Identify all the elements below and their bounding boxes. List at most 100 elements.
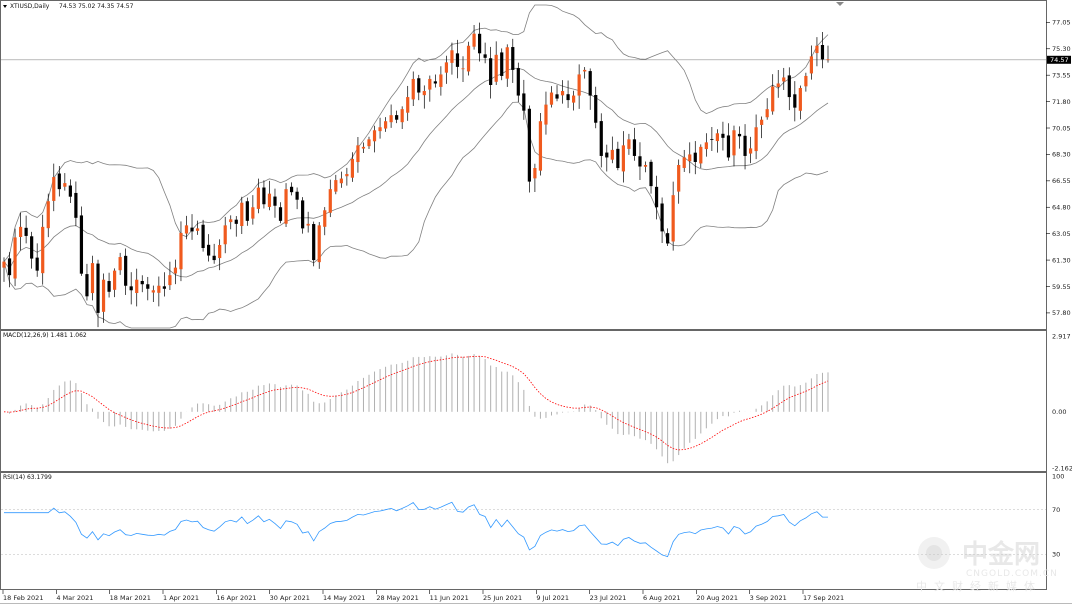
candle bbox=[24, 215, 28, 244]
candle bbox=[555, 85, 559, 102]
date-tick-label: 28 May 2021 bbox=[376, 594, 418, 602]
candle bbox=[450, 42, 454, 75]
date-tick-label: 23 Jul 2021 bbox=[590, 594, 627, 602]
chart-shift-marker-icon[interactable] bbox=[836, 2, 844, 6]
current-price-label: 74.57 bbox=[1050, 56, 1069, 64]
candle bbox=[649, 159, 653, 194]
candle bbox=[599, 113, 603, 168]
candle bbox=[594, 86, 598, 129]
candle bbox=[527, 105, 531, 193]
watermark-logo: 中金网 CNGOLD.COM.CN 中文财经新媒体 bbox=[916, 537, 1057, 593]
candle bbox=[721, 121, 725, 151]
candle bbox=[671, 181, 675, 251]
candle bbox=[605, 144, 609, 172]
candle bbox=[339, 171, 343, 188]
candle bbox=[323, 207, 327, 236]
date-tick-label: 4 Mar 2021 bbox=[56, 594, 93, 602]
candle bbox=[229, 215, 233, 230]
candle bbox=[284, 183, 288, 228]
candle bbox=[383, 117, 388, 132]
candle bbox=[439, 66, 443, 96]
candle bbox=[538, 112, 543, 176]
price-tick-label: 59.55 bbox=[1052, 283, 1071, 291]
candle bbox=[610, 136, 614, 164]
candle bbox=[743, 124, 747, 170]
price-tick-label: 61.30 bbox=[1052, 256, 1071, 264]
candle bbox=[693, 141, 697, 175]
candle bbox=[96, 259, 100, 328]
candle bbox=[566, 80, 570, 108]
candle bbox=[660, 197, 664, 244]
candle bbox=[815, 37, 819, 67]
candle bbox=[732, 125, 736, 167]
macd-axis: 2.917 0.00 -2.162 bbox=[1052, 332, 1072, 472]
candle bbox=[223, 216, 227, 254]
candle bbox=[704, 133, 708, 157]
bb-middle-line bbox=[3, 67, 829, 278]
price-tick-label: 70.05 bbox=[1052, 124, 1071, 132]
candle bbox=[726, 123, 731, 161]
candle bbox=[389, 104, 393, 128]
price-tick-label: 68.30 bbox=[1052, 151, 1071, 159]
date-tick-label: 18 Mar 2021 bbox=[110, 594, 151, 602]
candle bbox=[715, 129, 719, 153]
candle bbox=[168, 261, 172, 290]
candle bbox=[627, 133, 631, 155]
price-tick-label: 71.80 bbox=[1052, 98, 1071, 106]
candle bbox=[422, 85, 426, 109]
candle bbox=[372, 125, 377, 153]
candle bbox=[245, 197, 249, 226]
candle bbox=[301, 197, 305, 234]
candle bbox=[533, 163, 537, 193]
candle bbox=[74, 181, 78, 227]
candle bbox=[256, 178, 260, 214]
date-tick-label: 16 Apr 2021 bbox=[216, 594, 256, 602]
candle bbox=[798, 85, 802, 120]
candle bbox=[820, 31, 825, 69]
rsi-label: RSI(14) 63.1799 bbox=[3, 474, 52, 481]
candle bbox=[157, 276, 161, 307]
candle bbox=[295, 187, 299, 210]
price-axis: 77.05 75.30 73.55 71.80 70.05 68.30 66.55 64.80… bbox=[1046, 19, 1071, 317]
date-tick-label: 30 Apr 2021 bbox=[270, 594, 310, 602]
candle bbox=[666, 228, 670, 246]
candle bbox=[2, 257, 6, 282]
candle bbox=[577, 64, 581, 109]
candle bbox=[643, 161, 648, 173]
current-price-tag bbox=[1047, 55, 1071, 64]
candle bbox=[140, 275, 144, 293]
candle bbox=[765, 98, 769, 120]
candle bbox=[57, 166, 61, 197]
candle bbox=[483, 42, 487, 64]
watermark-medal-inner bbox=[926, 545, 942, 561]
candle bbox=[129, 272, 133, 305]
candle bbox=[218, 239, 222, 271]
candle bbox=[212, 243, 216, 264]
candle bbox=[455, 39, 460, 79]
candle bbox=[699, 144, 703, 169]
candle bbox=[273, 188, 277, 218]
candle bbox=[406, 85, 410, 121]
candle bbox=[85, 263, 89, 301]
candle bbox=[621, 131, 625, 183]
collapse-arrow-icon[interactable] bbox=[3, 5, 7, 8]
candle bbox=[195, 220, 200, 235]
candle bbox=[146, 276, 150, 301]
candle bbox=[572, 90, 576, 111]
candle bbox=[549, 86, 554, 108]
rsi-indicator bbox=[1, 501, 1046, 558]
candle bbox=[90, 255, 95, 301]
candle bbox=[826, 45, 830, 63]
price-tick-label: 75.30 bbox=[1052, 45, 1071, 53]
watermark-tagline: 中文财经新媒体 bbox=[916, 579, 1042, 593]
candle bbox=[378, 117, 382, 139]
candle bbox=[151, 285, 155, 302]
price-tick-label: 73.55 bbox=[1052, 71, 1071, 79]
candle bbox=[135, 268, 139, 307]
time-axis: 18 Feb 2021 4 Mar 2021 18 Mar 2021 1 Apr 20… bbox=[2, 590, 844, 602]
rsi-tick-label: 100 bbox=[1052, 472, 1064, 480]
candle bbox=[251, 195, 255, 225]
candle bbox=[461, 56, 465, 83]
macd-tick-label: 2.917 bbox=[1052, 332, 1071, 340]
